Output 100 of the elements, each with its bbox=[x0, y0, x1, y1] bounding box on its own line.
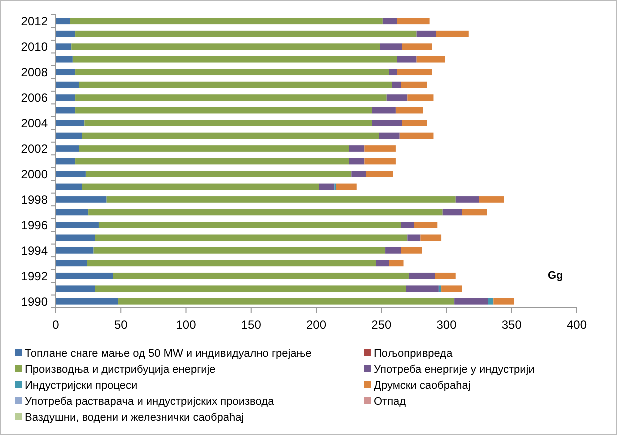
bar bbox=[56, 286, 96, 292]
legend-label: Употреба енергије у индустрији bbox=[374, 364, 535, 376]
annotation: Gg bbox=[548, 270, 564, 282]
bar bbox=[438, 286, 442, 292]
bar bbox=[56, 298, 119, 305]
bar bbox=[479, 196, 504, 203]
bar bbox=[402, 44, 432, 50]
bar bbox=[84, 120, 373, 126]
legend-label: Производња и дистрибуција енергије bbox=[25, 364, 216, 376]
bar bbox=[416, 56, 446, 63]
bar bbox=[382, 18, 398, 25]
bar bbox=[406, 286, 439, 292]
bar bbox=[336, 184, 357, 190]
bar bbox=[442, 209, 462, 216]
bar bbox=[436, 30, 469, 38]
bar bbox=[95, 286, 406, 292]
bar bbox=[372, 120, 402, 126]
bar bbox=[389, 260, 404, 267]
bar bbox=[56, 146, 80, 152]
bar bbox=[70, 18, 383, 25]
legend-label: Ваздушни, водени и железнички саобраћај bbox=[25, 412, 244, 424]
x-tick-label: 400 bbox=[566, 318, 588, 332]
bar bbox=[56, 44, 72, 50]
bar bbox=[79, 146, 350, 152]
bar bbox=[376, 260, 390, 267]
bar bbox=[386, 94, 408, 101]
x-tick-label: 50 bbox=[114, 318, 128, 332]
bar bbox=[72, 56, 398, 63]
bar bbox=[88, 209, 443, 216]
bar bbox=[462, 209, 488, 216]
bar bbox=[397, 69, 432, 76]
bar bbox=[392, 82, 402, 88]
legend-label: Индустријски процеси bbox=[25, 380, 138, 392]
bar bbox=[319, 184, 335, 190]
bar bbox=[488, 298, 494, 305]
bar bbox=[56, 56, 73, 63]
x-tick-label: 250 bbox=[372, 318, 392, 332]
bar bbox=[56, 132, 82, 140]
x-tick-label: 100 bbox=[176, 318, 197, 332]
y-tick-label: 1990 bbox=[21, 294, 48, 309]
y-tick-label: 2008 bbox=[21, 66, 48, 80]
bar bbox=[56, 158, 76, 165]
bar bbox=[366, 171, 394, 178]
x-tick-label: 200 bbox=[306, 318, 327, 332]
bar bbox=[401, 247, 422, 254]
bar bbox=[401, 222, 414, 228]
bar bbox=[380, 44, 402, 50]
bar bbox=[414, 222, 438, 228]
bar bbox=[386, 247, 402, 254]
y-tick-label: 1996 bbox=[21, 218, 48, 232]
bar bbox=[408, 234, 421, 242]
bar bbox=[106, 196, 456, 203]
bar bbox=[379, 132, 400, 140]
x-tick-label: 300 bbox=[436, 318, 458, 332]
bar bbox=[397, 18, 430, 25]
bar bbox=[352, 171, 366, 178]
bar bbox=[401, 82, 428, 88]
bar bbox=[402, 120, 428, 126]
bar bbox=[56, 69, 76, 76]
y-tick-label: 2006 bbox=[21, 91, 48, 106]
bar bbox=[389, 69, 398, 76]
bar bbox=[56, 247, 94, 254]
bar bbox=[56, 30, 76, 38]
y-tick-label: 2002 bbox=[21, 142, 48, 156]
bar bbox=[349, 146, 365, 152]
bar bbox=[118, 298, 455, 305]
bar bbox=[56, 82, 80, 88]
bar bbox=[56, 94, 76, 101]
legend-label: Употреба растварача и индустријских производа bbox=[25, 396, 276, 408]
bar bbox=[94, 247, 386, 254]
x-tick-label: 150 bbox=[241, 318, 262, 332]
bar bbox=[397, 56, 417, 63]
bar bbox=[56, 196, 107, 203]
bar bbox=[408, 272, 436, 280]
y-tick-label: 2004 bbox=[21, 116, 48, 130]
legend-label: Топлане снаге мање од 50 MW и индивидуално грејање bbox=[25, 348, 312, 360]
bar bbox=[86, 171, 352, 178]
bar bbox=[364, 146, 396, 152]
bar bbox=[435, 272, 456, 280]
bar bbox=[408, 94, 434, 101]
y-tick-label: 1994 bbox=[21, 244, 48, 258]
bar bbox=[95, 234, 408, 242]
legend-label: Пољопривреда bbox=[374, 348, 454, 360]
x-tick-label: 350 bbox=[502, 318, 522, 332]
bar bbox=[454, 298, 488, 305]
bar bbox=[56, 272, 114, 280]
bar bbox=[364, 158, 396, 165]
bar bbox=[56, 222, 99, 228]
y-tick-label: 2012 bbox=[21, 14, 48, 29]
bar bbox=[98, 222, 402, 228]
bar bbox=[416, 30, 436, 38]
legend-label: Друмски саобраћај bbox=[374, 380, 471, 392]
bar bbox=[400, 132, 434, 140]
bar bbox=[76, 69, 390, 76]
bar bbox=[349, 158, 365, 165]
bar bbox=[56, 184, 82, 190]
bar bbox=[420, 234, 442, 242]
legend-label: Отпад bbox=[374, 396, 407, 408]
bar bbox=[76, 107, 373, 114]
bar bbox=[56, 260, 88, 267]
